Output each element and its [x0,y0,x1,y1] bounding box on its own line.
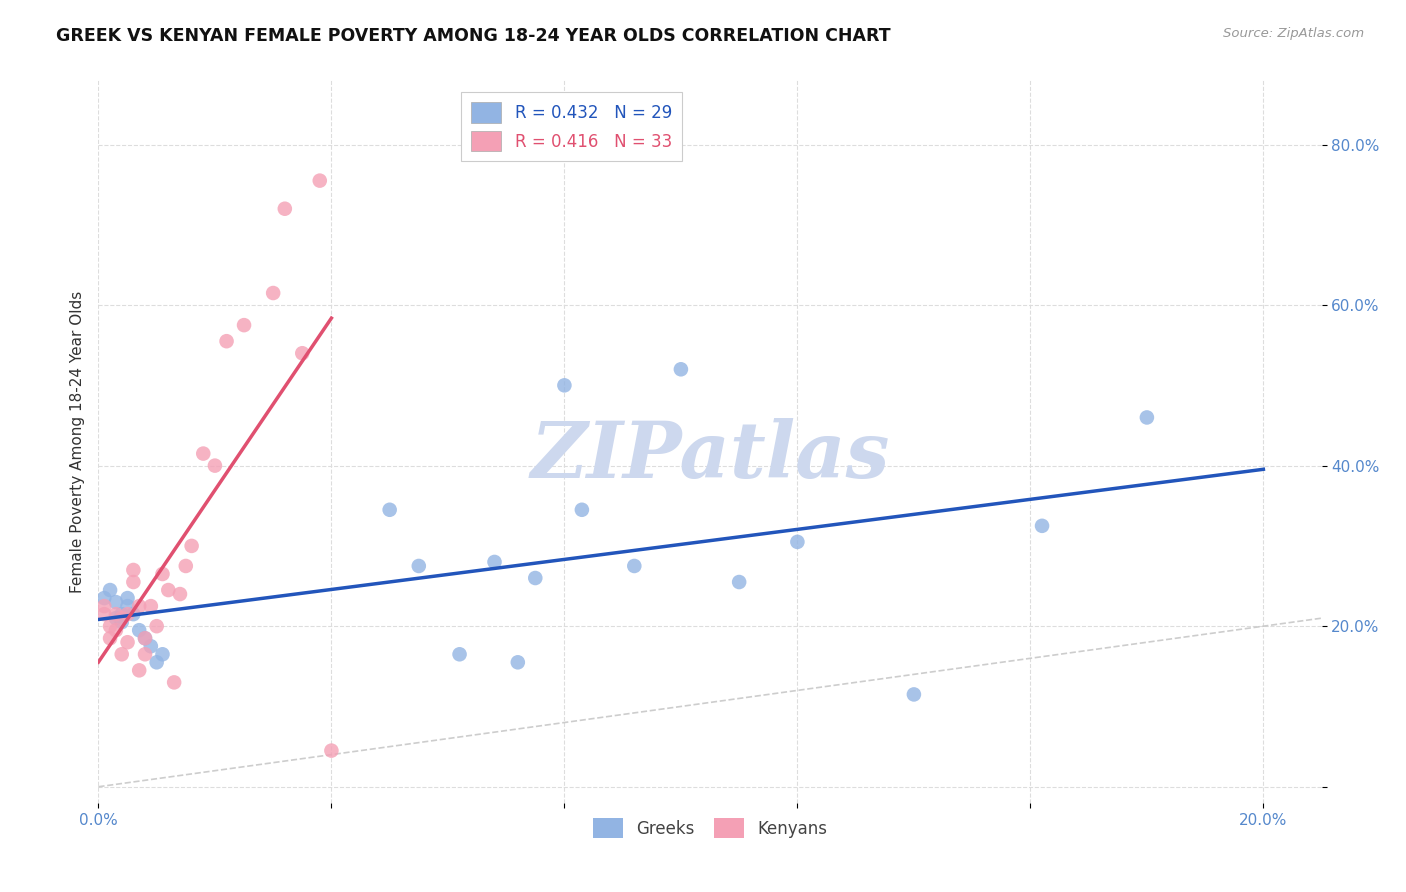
Point [134,648,156,662]
Point [180,539,202,553]
Point [128,599,150,614]
Point [553,378,575,392]
Point [117,607,139,621]
Point [98,632,121,646]
Point [903,687,925,701]
Point [623,558,645,573]
Point [291,346,314,360]
Point [93,599,115,614]
Point [163,675,186,690]
Point [104,623,127,637]
Point [122,574,145,589]
Point [128,664,150,678]
Point [139,639,162,653]
Point [134,632,156,646]
Point [728,574,751,589]
Point [111,615,134,630]
Point [117,635,139,649]
Point [157,583,180,598]
Point [408,558,430,573]
Point [669,362,692,376]
Point [128,623,150,637]
Point [111,607,134,621]
Text: ZIPatlas: ZIPatlas [530,417,890,494]
Point [378,502,401,516]
Point [145,655,167,669]
Point [152,648,174,662]
Legend: Greeks, Kenyans: Greeks, Kenyans [586,812,834,845]
Point [111,648,134,662]
Point [93,591,115,606]
Point [1031,518,1053,533]
Point [1136,410,1159,425]
Point [308,173,330,187]
Point [321,744,343,758]
Point [104,607,127,621]
Point [262,285,284,300]
Point [98,583,121,598]
Point [93,607,115,621]
Point [204,458,226,473]
Point [104,611,127,625]
Point [152,567,174,582]
Y-axis label: Female Poverty Among 18-24 Year Olds: Female Poverty Among 18-24 Year Olds [69,291,84,592]
Point [524,571,547,585]
Point [169,587,191,601]
Point [134,632,156,646]
Point [233,318,256,333]
Point [215,334,238,348]
Point [786,534,808,549]
Point [174,558,197,573]
Text: GREEK VS KENYAN FEMALE POVERTY AMONG 18-24 YEAR OLDS CORRELATION CHART: GREEK VS KENYAN FEMALE POVERTY AMONG 18-… [56,27,891,45]
Point [484,555,506,569]
Point [117,591,139,606]
Point [122,607,145,621]
Point [571,502,593,516]
Point [117,599,139,614]
Point [145,619,167,633]
Point [193,446,215,460]
Point [139,599,162,614]
Point [111,611,134,625]
Point [449,648,471,662]
Point [104,595,127,609]
Point [122,563,145,577]
Point [98,619,121,633]
Point [274,202,297,216]
Text: Source: ZipAtlas.com: Source: ZipAtlas.com [1223,27,1364,40]
Point [506,655,529,669]
